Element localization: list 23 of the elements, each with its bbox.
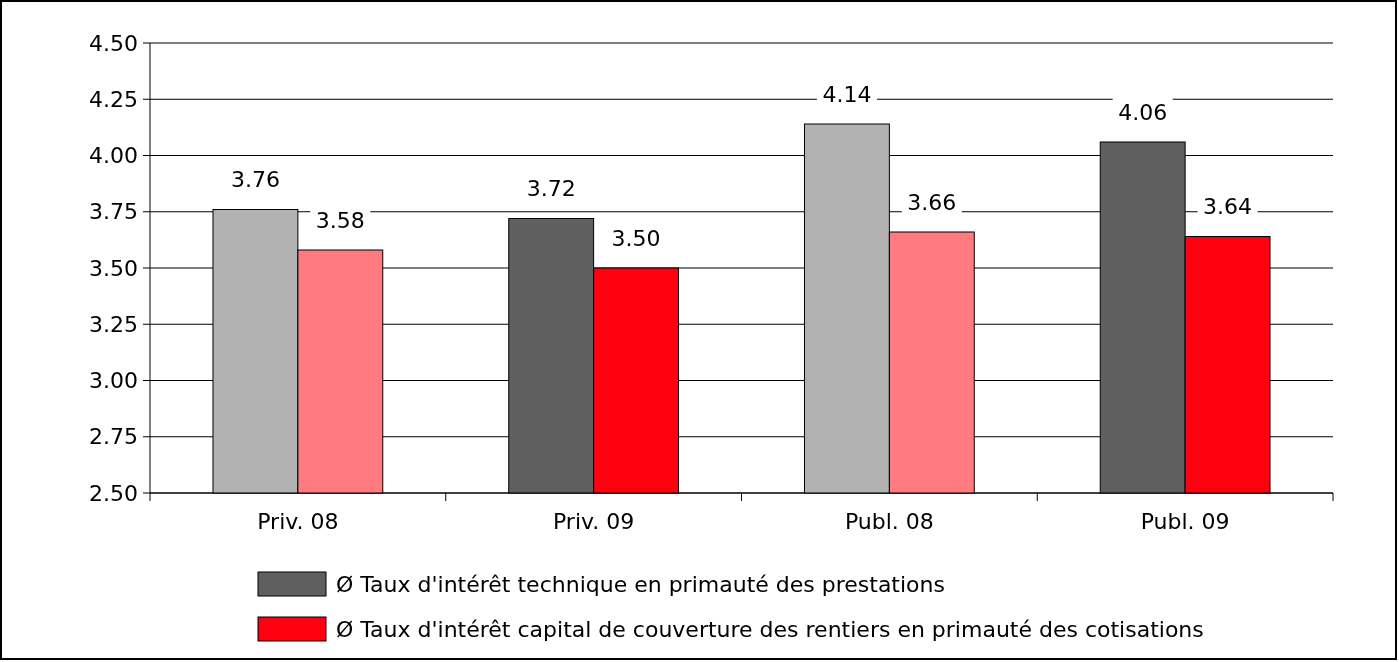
x-tick-label: Priv. 08 bbox=[257, 509, 339, 534]
text: 2.50 bbox=[89, 480, 138, 506]
legend-label: Ø Taux d'intérêt capital de couverture des rentiers en primauté des cotisations bbox=[336, 616, 1204, 642]
text: 3.50 bbox=[89, 255, 138, 281]
text: 2.75 bbox=[89, 424, 138, 450]
text: 3.75 bbox=[89, 199, 138, 225]
data-label: 4.14 bbox=[822, 81, 872, 107]
data-label: 3.66 bbox=[907, 189, 957, 215]
data-label: 3.50 bbox=[611, 225, 661, 251]
text: 3.00 bbox=[89, 368, 138, 394]
data-label: 3.64 bbox=[1203, 194, 1253, 220]
text: 4.00 bbox=[89, 143, 138, 169]
legend-label: Ø Taux d'intérêt technique en primauté des prestations bbox=[336, 571, 945, 597]
x-tick-label: Publ. 09 bbox=[1140, 509, 1230, 534]
data-label: 4.06 bbox=[1118, 99, 1168, 125]
x-tick-label: Publ. 08 bbox=[844, 509, 934, 534]
data-label: 3.58 bbox=[315, 207, 365, 233]
text: 4.50 bbox=[89, 30, 138, 56]
data-label: 3.72 bbox=[526, 176, 576, 202]
data-label: 3.76 bbox=[230, 167, 280, 193]
x-tick-label: Priv. 09 bbox=[552, 509, 635, 534]
text: 3.25 bbox=[89, 311, 138, 337]
text: 4.25 bbox=[89, 86, 138, 112]
